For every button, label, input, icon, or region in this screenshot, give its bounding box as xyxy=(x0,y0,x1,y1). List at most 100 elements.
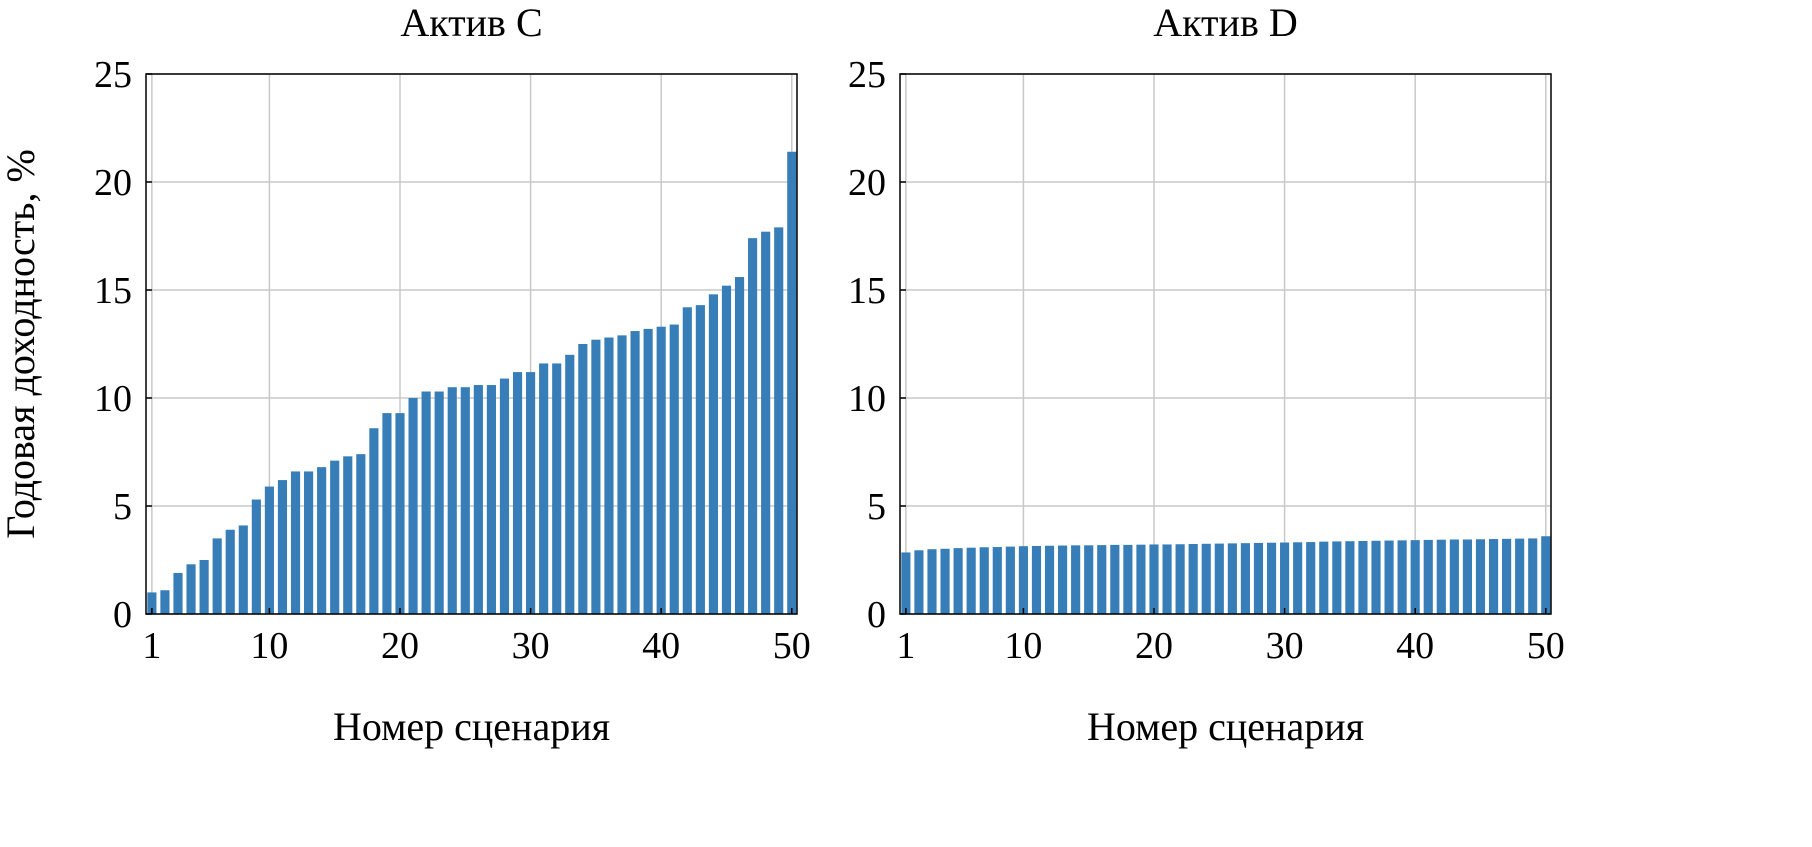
bar xyxy=(979,547,989,614)
bar xyxy=(356,454,366,614)
bar xyxy=(421,391,431,614)
bar xyxy=(1018,546,1028,614)
bar xyxy=(173,572,183,614)
bar xyxy=(656,326,666,614)
bar xyxy=(1044,545,1055,614)
bar xyxy=(539,363,549,614)
bar xyxy=(565,354,575,614)
bar xyxy=(447,387,457,614)
bar xyxy=(264,486,274,614)
bar xyxy=(1436,539,1446,614)
plot-frame xyxy=(145,73,798,615)
y-tick-label: 0 xyxy=(113,594,132,636)
x-tick-label: 10 xyxy=(250,625,288,667)
bar xyxy=(927,549,937,614)
bar xyxy=(992,547,1002,614)
bar xyxy=(1149,544,1159,614)
bar xyxy=(1306,542,1316,614)
bar xyxy=(1214,543,1224,614)
bar xyxy=(277,480,288,614)
y-tick-label: 20 xyxy=(848,162,886,204)
bar xyxy=(591,339,601,614)
bar xyxy=(914,550,924,614)
bar xyxy=(1084,545,1094,614)
bar xyxy=(901,552,911,614)
bar xyxy=(212,538,222,614)
bar xyxy=(940,548,950,614)
x-axis-label: Номер сценария xyxy=(1087,704,1364,749)
bar xyxy=(473,385,483,614)
bar xyxy=(1515,538,1525,614)
bar xyxy=(1097,545,1107,614)
bar xyxy=(251,499,261,614)
bar xyxy=(1319,541,1329,614)
bar xyxy=(1110,544,1120,614)
y-tick-label: 25 xyxy=(848,54,886,96)
bar xyxy=(604,337,614,614)
x-tick-label: 1 xyxy=(896,625,915,667)
bar xyxy=(317,467,327,614)
bar xyxy=(643,328,653,614)
bar xyxy=(1175,544,1185,614)
bar xyxy=(460,387,470,614)
bar xyxy=(1227,543,1237,614)
bar xyxy=(761,231,771,614)
y-tick-label: 25 xyxy=(94,54,132,96)
bar xyxy=(966,547,976,614)
bar xyxy=(721,285,732,614)
bar xyxy=(1475,539,1486,614)
y-axis-label: Годовая доходность, % xyxy=(0,149,43,539)
bar xyxy=(682,307,692,614)
x-tick-label: 40 xyxy=(642,625,680,667)
bar xyxy=(512,372,523,614)
bar xyxy=(225,529,235,614)
x-tick-label: 30 xyxy=(512,625,550,667)
bar xyxy=(1240,543,1250,614)
bar xyxy=(787,151,797,614)
x-tick-label: 20 xyxy=(381,625,419,667)
y-tick-label: 0 xyxy=(867,594,886,636)
bar xyxy=(748,238,758,614)
bar xyxy=(382,413,392,614)
x-tick-label: 40 xyxy=(1396,625,1434,667)
x-tick-label: 20 xyxy=(1135,625,1173,667)
bar xyxy=(160,590,170,614)
x-tick-label: 50 xyxy=(1527,625,1565,667)
bar xyxy=(708,294,718,614)
y-tick-label: 5 xyxy=(867,486,886,528)
bar xyxy=(953,548,963,614)
bar xyxy=(1123,544,1133,614)
bar xyxy=(395,413,405,614)
bar xyxy=(486,385,496,614)
y-tick-label: 10 xyxy=(94,378,132,420)
bar xyxy=(669,324,679,614)
x-tick-label: 10 xyxy=(1004,625,1042,667)
y-tick-label: 15 xyxy=(94,270,132,312)
bar xyxy=(408,398,418,614)
bar xyxy=(1188,544,1198,614)
bar xyxy=(147,592,157,614)
bar xyxy=(330,460,340,614)
bar xyxy=(1410,540,1420,614)
bar xyxy=(199,560,209,614)
bar xyxy=(1293,542,1303,614)
bar xyxy=(578,344,588,614)
bar xyxy=(1358,540,1368,614)
bar xyxy=(1332,541,1342,614)
bar xyxy=(526,372,536,614)
bar xyxy=(1253,542,1264,614)
bar xyxy=(290,471,301,614)
x-tick-label: 30 xyxy=(1266,625,1304,667)
bar xyxy=(1005,546,1015,614)
bar xyxy=(369,428,379,614)
bar xyxy=(1502,538,1512,614)
y-tick-label: 20 xyxy=(94,162,132,204)
bar xyxy=(1371,540,1381,614)
bar xyxy=(1136,544,1146,614)
bar xyxy=(552,363,562,614)
x-axis-label: Номер сценария xyxy=(333,704,610,749)
bar xyxy=(1384,540,1394,614)
bar xyxy=(1462,539,1472,614)
y-tick-label: 10 xyxy=(848,378,886,420)
subplot-title: Актив D xyxy=(1153,0,1297,45)
